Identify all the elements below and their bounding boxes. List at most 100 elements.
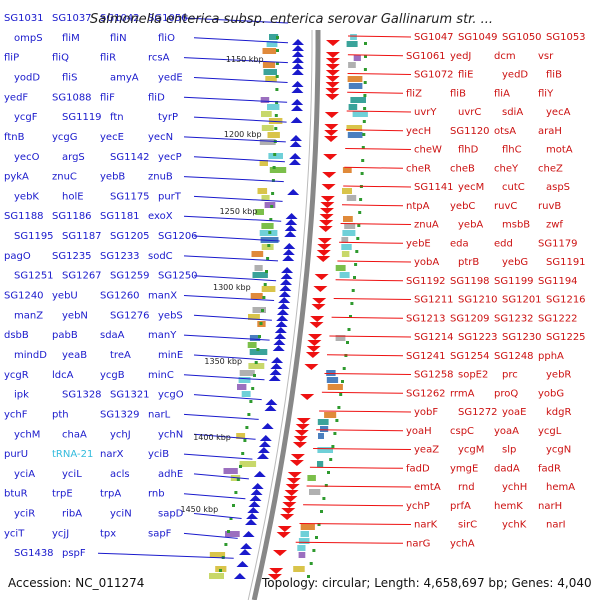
gene-label-forward: fliO (158, 33, 175, 44)
gene-label-forward: SG1031 (4, 13, 44, 24)
scale-label: 1200 kbp (224, 130, 262, 139)
gc-tick (322, 497, 326, 500)
gene-label-reverse: SG1230 (502, 332, 542, 343)
cog-block (341, 244, 352, 250)
gc-tick (229, 517, 233, 520)
gene-label-reverse: rnd (458, 482, 475, 493)
reverse-gene-arrow (325, 76, 340, 82)
reverse-gene-arrow (326, 40, 340, 46)
forward-gene-arrow (233, 573, 246, 579)
gene-label-forward: pykA (4, 172, 29, 183)
gene-label-forward: sdaA (100, 330, 125, 341)
gene-label-reverse: SG1120 (450, 126, 490, 137)
gene-label-reverse: fliB (546, 70, 562, 81)
gene-label-reverse: zwf (546, 220, 563, 231)
gc-tick (312, 549, 316, 552)
gene-label-forward: SG1205 (110, 231, 150, 242)
gene-label-reverse: SG1214 (414, 332, 454, 343)
reverse-gene-arrow (286, 478, 301, 484)
cog-block (249, 335, 261, 341)
gene-label-forward: sapF (148, 528, 172, 539)
gc-tick (251, 387, 255, 390)
gene-label-reverse: fliZ (406, 88, 422, 99)
cog-block (267, 132, 280, 138)
forward-gene-arrow (272, 345, 285, 351)
cog-block (259, 160, 268, 166)
gc-tick (267, 244, 271, 247)
gene-leader-line (345, 129, 404, 132)
gene-label-reverse: yoaA (494, 426, 519, 437)
reverse-gene-arrow (290, 454, 305, 460)
reverse-gene-arrow (313, 286, 328, 292)
gene-label-reverse: sopE2 (458, 370, 488, 381)
reverse-gene-arrow (287, 472, 302, 478)
cog-block (255, 209, 264, 215)
cog-block (317, 447, 333, 453)
gene-label-forward: SG1175 (110, 191, 150, 202)
gene-label-forward: fliQ (52, 53, 69, 64)
forward-gene-arrow (281, 267, 294, 273)
gene-leader-line (193, 433, 256, 440)
gene-leader-line (193, 275, 277, 282)
forward-gene-arrow (273, 339, 286, 345)
gene-label-forward: treA (110, 350, 131, 361)
gc-tick (309, 562, 313, 565)
cog-block (297, 545, 306, 551)
forward-gene-arrow (257, 447, 270, 453)
cog-block (300, 531, 309, 537)
cog-block (309, 489, 321, 495)
gene-label-reverse: fliY (538, 88, 554, 99)
gene-label-forward: minE (158, 350, 183, 361)
reverse-gene-arrow (289, 460, 304, 466)
gene-label-reverse: SG1209 (450, 313, 490, 324)
reverse-gene-arrow (306, 346, 321, 352)
gene-leader-line (183, 295, 275, 301)
gc-tick (362, 133, 366, 136)
gene-label-reverse: SG1201 (502, 295, 542, 306)
forward-gene-arrow (284, 231, 297, 237)
gene-label-reverse: SG1232 (494, 313, 534, 324)
gene-label-reverse: eda (450, 238, 469, 249)
forward-gene-arrow (292, 39, 304, 45)
gc-tick (262, 296, 266, 299)
gene-label-reverse: znuA (414, 220, 439, 231)
gene-label-forward: fliP (4, 53, 19, 64)
gene-label-reverse: ycgL (538, 426, 562, 437)
cog-block (350, 97, 366, 103)
gene-label-forward: ycgR (4, 370, 29, 381)
cog-block (335, 335, 346, 341)
gene-label-forward: SG1195 (14, 231, 54, 242)
gene-leader-line (295, 541, 404, 544)
gc-tick (327, 471, 330, 474)
cog-block (350, 34, 357, 40)
gene-leader-line (183, 374, 265, 381)
gene-leader-line (303, 504, 404, 507)
reverse-gene-arrow (311, 304, 326, 310)
forward-gene-arrow (289, 141, 302, 147)
forward-gene-arrow (290, 117, 303, 123)
cog-block (347, 76, 363, 82)
cog-block (348, 83, 363, 89)
cog-block (225, 531, 240, 537)
reverse-gene-arrow (319, 214, 334, 220)
gene-label-reverse: otsA (494, 126, 516, 137)
reverse-gene-arrow (317, 238, 332, 244)
gene-label-forward: ftnB (4, 132, 25, 143)
gene-label-reverse: fadR (538, 463, 561, 474)
gene-label-forward: SG1321 (110, 390, 150, 401)
gc-tick (275, 88, 279, 91)
gene-label-reverse: SG1262 (406, 388, 446, 399)
gene-label-forward: ldcA (52, 370, 74, 381)
reverse-gene-arrow (305, 352, 320, 358)
gene-label-reverse: SG1179 (538, 238, 578, 249)
forward-gene-arrow (284, 225, 297, 231)
gene-label-forward: narL (148, 409, 171, 420)
cog-block (261, 125, 274, 131)
gene-label-reverse: SG1198 (450, 276, 490, 287)
gene-label-forward: ycgF (14, 112, 38, 123)
forward-gene-arrow (247, 507, 260, 513)
gene-label-reverse: SG1194 (538, 276, 578, 287)
forward-gene-arrow (279, 285, 292, 291)
cog-block (344, 223, 356, 229)
gc-tick (265, 270, 268, 273)
